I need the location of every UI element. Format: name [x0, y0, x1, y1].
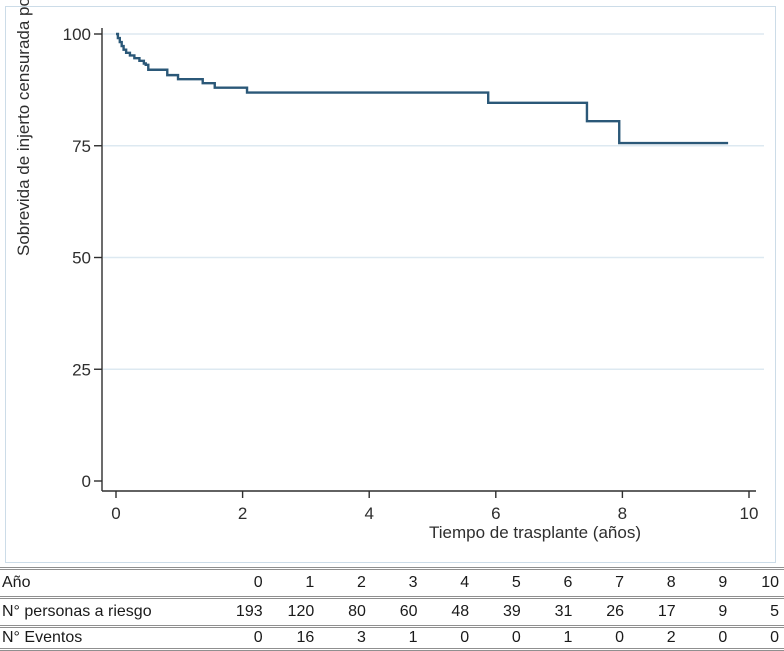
risk-table-cell: 2	[356, 574, 366, 591]
risk-table-cell: 16	[296, 629, 315, 646]
y-tick-label-0: 0	[82, 472, 91, 491]
risk-table-cell: 0	[253, 629, 263, 646]
risk-table-cell: 3	[356, 629, 366, 646]
risk-table-cell: 9	[718, 603, 728, 620]
risk-table-cell: 0	[253, 574, 263, 591]
x-tick-label-2: 2	[238, 504, 247, 523]
risk-table-cell: 2	[666, 629, 676, 646]
y-tick-label-25: 25	[72, 360, 91, 379]
risk-table-cell: 5	[770, 603, 779, 620]
risk-table-cell: 1	[563, 629, 573, 646]
risk-table-cell: 5	[511, 574, 521, 591]
risk-table-cell: 0	[615, 629, 624, 646]
risk-table-cell: 0	[511, 629, 521, 646]
risk-row-label: N° Eventos	[2, 629, 83, 646]
risk-table-cell: 60	[399, 603, 418, 620]
risk-table-cell: 6	[563, 574, 573, 591]
risk-table-cell: 1	[305, 574, 315, 591]
risk-table-row-0: Año 0 1 2 3 4 5 6 7 8 9 10	[0, 569, 784, 598]
x-tick-label-0: 0	[111, 504, 120, 523]
risk-table-cell: 48	[451, 603, 470, 620]
risk-table-row-2: N° Eventos 0 16 3 1 0 0 1 0 2 0 0	[0, 627, 784, 650]
risk-row-label: Año	[2, 574, 31, 591]
risk-table-cell: 26	[606, 603, 624, 620]
y-tick-label-100: 100	[63, 25, 91, 44]
y-tick-label-75: 75	[72, 137, 91, 156]
risk-table-cell: 80	[348, 603, 366, 620]
risk-table-cell: 9	[718, 574, 728, 591]
risk-table-cell: 193	[235, 603, 263, 620]
x-tick-label-8: 8	[618, 504, 627, 523]
risk-table-cell: 0	[460, 629, 470, 646]
x-tick-label-10: 10	[740, 504, 759, 523]
risk-table-row-1: N° personas a riesgo 193 120 80 60 48 39 31 26 17…	[0, 598, 784, 627]
risk-table-cell: 120	[287, 603, 315, 620]
risk-table-cell: 1	[408, 629, 418, 646]
risk-table-cell: 8	[666, 574, 676, 591]
y-tick-label-50: 50	[72, 249, 91, 268]
risk-row-label: N° personas a riesgo	[2, 603, 152, 620]
risk-table-cell: 39	[502, 603, 521, 620]
risk-table-cell: 17	[657, 603, 676, 620]
risk-table-cell: 3	[408, 574, 418, 591]
graph-frame	[5, 6, 776, 563]
risk-table-cell: 0	[718, 629, 728, 646]
risk-table-cell: 31	[554, 603, 573, 620]
risk-table-cell: 7	[615, 574, 624, 591]
km-plot: 0 25 50 75 100 0 2 4 6 8 10	[63, 25, 764, 523]
x-tick-label-4: 4	[364, 504, 373, 523]
km-curve	[116, 32, 729, 145]
risk-table-cell: 0	[770, 629, 779, 646]
risk-table-cell: 10	[761, 574, 779, 591]
risk-table-cell: 4	[460, 574, 470, 591]
x-tick-label-6: 6	[491, 504, 500, 523]
risk-table: Año 0 1 2 3 4 5 6 7 8 9 10 N° personas a riesgo 193 12…	[0, 567, 784, 651]
